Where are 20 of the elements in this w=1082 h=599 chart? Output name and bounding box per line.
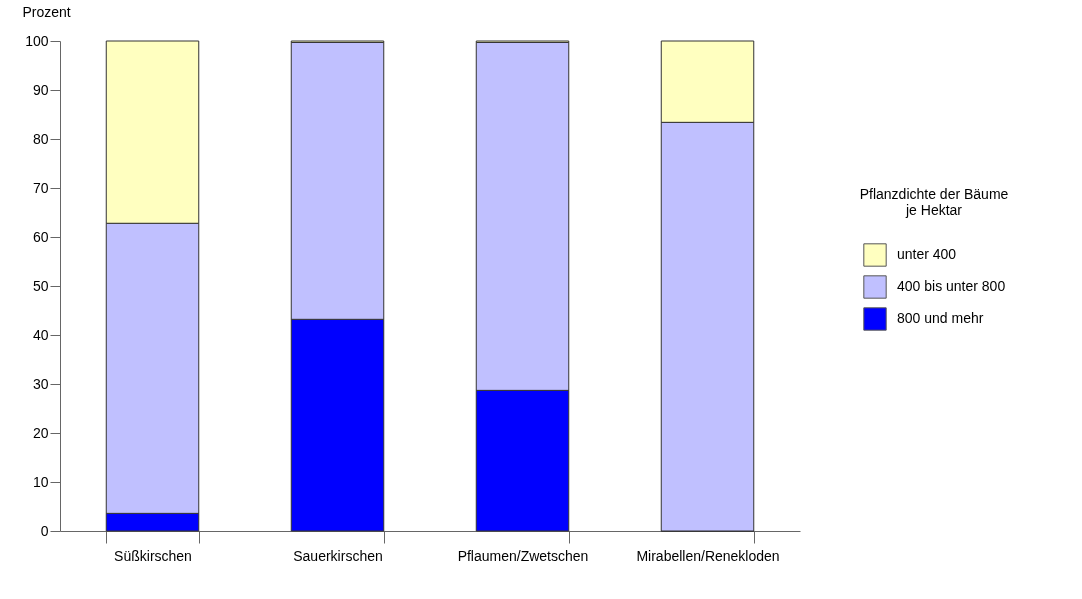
legend-title: Pflanzdichte der Bäume je Hektar (859, 186, 1009, 218)
x-tick-label: Mirabellen/Renekloden (636, 547, 780, 564)
legend-label: 400 bis unter 800 (897, 278, 1006, 294)
x-tick-label: Sauerkirschen (293, 547, 383, 564)
y-tick-label: 40 (32, 326, 49, 343)
y-tick-label: 70 (32, 179, 49, 196)
y-axis-title: Prozent (22, 3, 71, 20)
y-tick-label: 60 (32, 228, 49, 245)
y-tick-label: 20 (32, 424, 49, 441)
x-tick-label: Süßkirschen (114, 547, 192, 564)
y-tick-label: 80 (32, 130, 49, 147)
y-tick-label: 0 (40, 522, 49, 539)
legend-label: unter 400 (897, 246, 957, 262)
y-tick-label: 50 (32, 277, 49, 294)
y-tick-label: 100 (25, 32, 49, 49)
y-tick-label: 30 (32, 375, 49, 392)
y-tick-label: 90 (32, 81, 49, 98)
y-tick-label: 10 (32, 473, 49, 490)
x-tick-label: Pflaumen/Zwetschen (457, 547, 589, 564)
legend-label: 800 und mehr (897, 310, 984, 326)
